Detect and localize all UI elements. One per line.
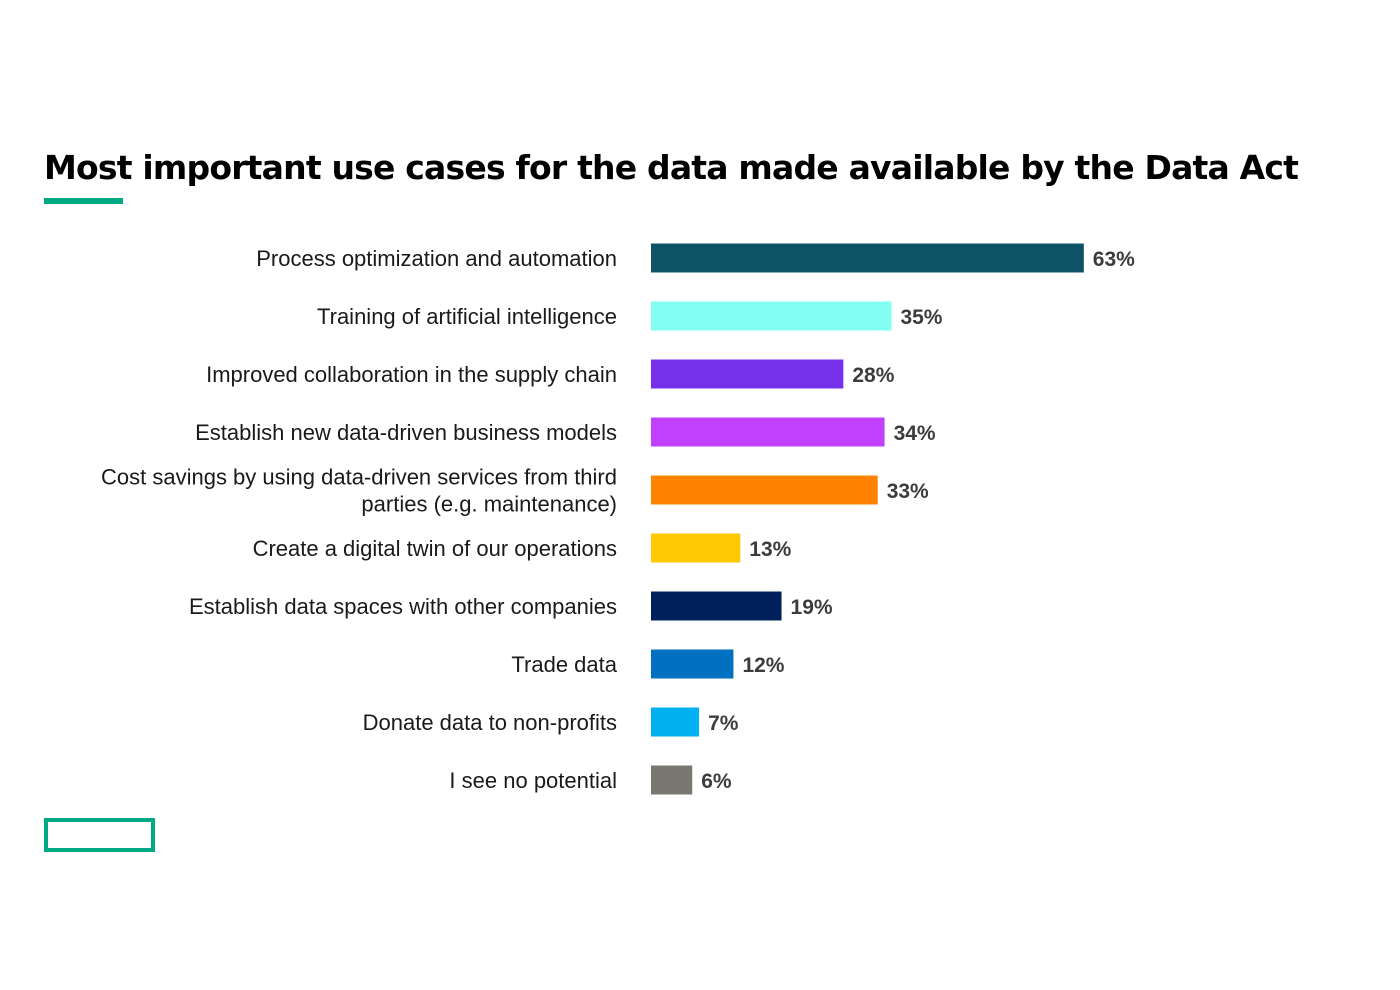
value-label-9: 7% <box>708 712 739 735</box>
value-label-1: 63% <box>1093 248 1135 271</box>
bar-4 <box>651 417 885 447</box>
category-label-8: Trade data <box>511 652 617 677</box>
category-label-6: Create a digital twin of our operations <box>253 536 617 561</box>
value-label-10: 6% <box>701 770 732 793</box>
category-label-3: Improved collaboration in the supply cha… <box>206 362 617 387</box>
chart-title: Most important use cases for the data ma… <box>44 148 1299 187</box>
bar-10 <box>651 765 693 795</box>
bar-8 <box>651 649 734 679</box>
bar-6 <box>651 533 741 563</box>
category-label-5: Cost savings by using data-driven servic… <box>101 465 617 517</box>
value-label-2: 35% <box>900 306 942 329</box>
category-label-1: Process optimization and automation <box>256 246 617 271</box>
value-label-3: 28% <box>852 364 894 387</box>
category-label-4: Establish new data-driven business model… <box>195 420 617 445</box>
bar-3 <box>651 359 844 389</box>
bar-1 <box>651 243 1084 273</box>
value-label-6: 13% <box>749 538 791 561</box>
bar-5 <box>651 475 878 505</box>
category-label-9: Donate data to non-profits <box>363 710 617 735</box>
value-label-8: 12% <box>742 654 784 677</box>
category-label-7: Establish data spaces with other compani… <box>189 594 617 619</box>
bar-9 <box>651 707 700 737</box>
category-label-2: Training of artificial intelligence <box>317 304 617 329</box>
value-label-4: 34% <box>894 422 936 445</box>
value-label-5: 33% <box>887 480 929 503</box>
brand-logo-rectangle <box>44 818 155 852</box>
category-label-10: I see no potential <box>449 768 617 793</box>
value-label-7: 19% <box>791 596 833 619</box>
bar-2 <box>651 301 892 331</box>
bar-7 <box>651 591 782 621</box>
title-underline <box>44 198 123 204</box>
